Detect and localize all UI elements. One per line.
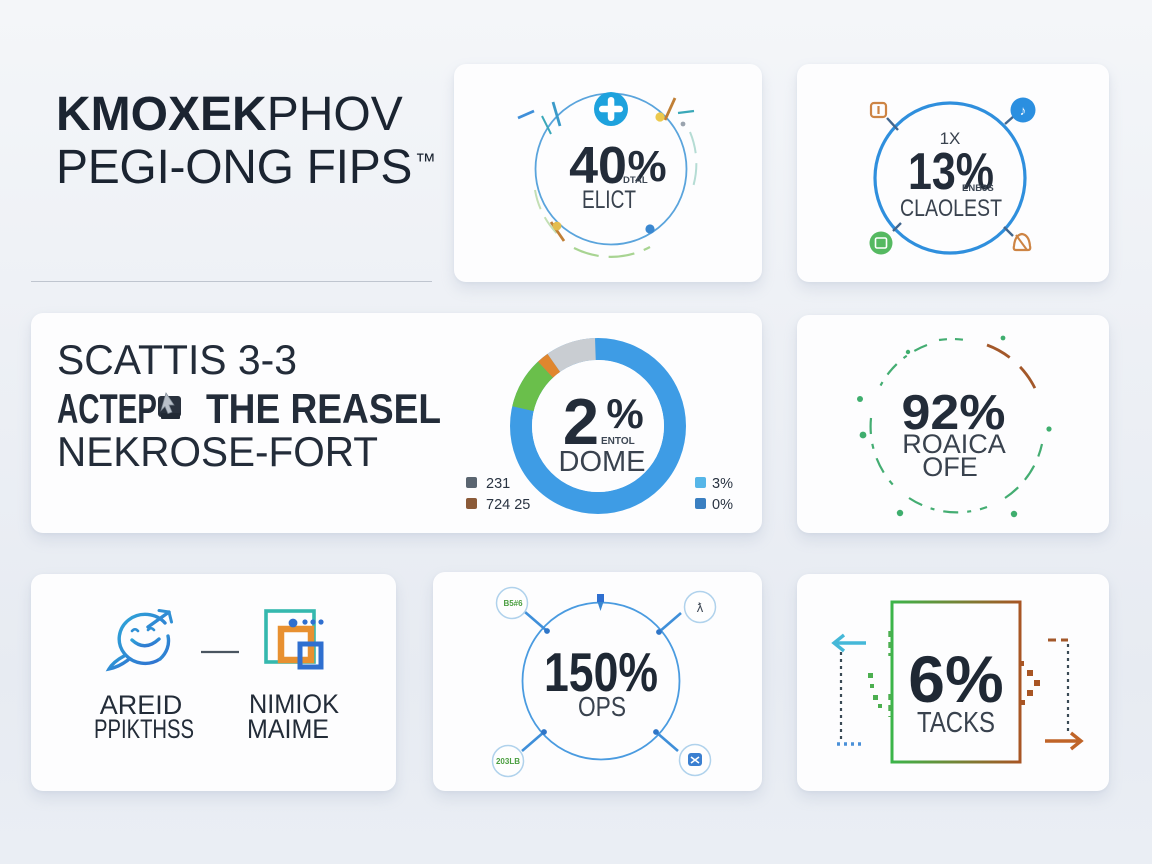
svg-text:PPIKTHSS: PPIKTHSS <box>94 714 194 744</box>
svg-text:MAIME: MAIME <box>247 714 329 744</box>
svg-text:2: 2 <box>563 385 599 458</box>
svg-text:%: % <box>627 142 666 191</box>
svg-text:TACKS: TACKS <box>917 707 995 739</box>
svg-text:♪: ♪ <box>1020 103 1027 118</box>
svg-text:ELICT: ELICT <box>582 186 636 214</box>
svg-text:92%: 92% <box>902 386 1006 440</box>
svg-text:DTAL: DTAL <box>623 175 648 186</box>
svg-text:DOME: DOME <box>559 446 646 478</box>
svg-text:13%: 13% <box>908 143 994 201</box>
svg-text:THE REASEL: THE REASEL <box>206 385 441 432</box>
svg-text:0%: 0% <box>712 497 733 513</box>
svg-text:SCATTIS 3-3: SCATTIS 3-3 <box>57 336 297 383</box>
svg-text:OFE: OFE <box>922 452 978 482</box>
svg-text:ROAICA: ROAICA <box>902 429 1006 459</box>
svg-text:724 25: 724 25 <box>486 497 530 513</box>
svg-text:CLAOLEST: CLAOLEST <box>900 195 1002 222</box>
svg-text:OPS: OPS <box>578 691 626 722</box>
svg-text:ENB3S: ENB3S <box>962 183 994 194</box>
svg-text:150%: 150% <box>544 641 658 703</box>
svg-text:40: 40 <box>569 137 627 195</box>
svg-text:NEKROSE-FORT: NEKROSE-FORT <box>57 428 378 475</box>
svg-text:231: 231 <box>486 476 510 492</box>
svg-text:AREID: AREID <box>100 690 183 720</box>
svg-text:%: % <box>606 390 643 437</box>
svg-text:B5#6: B5#6 <box>503 599 523 608</box>
svg-text:6%: 6% <box>908 642 1003 716</box>
svg-text:1X: 1X <box>940 129 961 148</box>
svg-text:ƛ: ƛ <box>697 600 704 615</box>
svg-text:ENTOL: ENTOL <box>601 436 635 447</box>
svg-text:203LB: 203LB <box>496 757 520 766</box>
svg-text:ACTEP: ACTEP <box>57 385 157 432</box>
svg-text:3%: 3% <box>712 476 733 492</box>
svg-text:NIMIOK: NIMIOK <box>249 689 339 719</box>
